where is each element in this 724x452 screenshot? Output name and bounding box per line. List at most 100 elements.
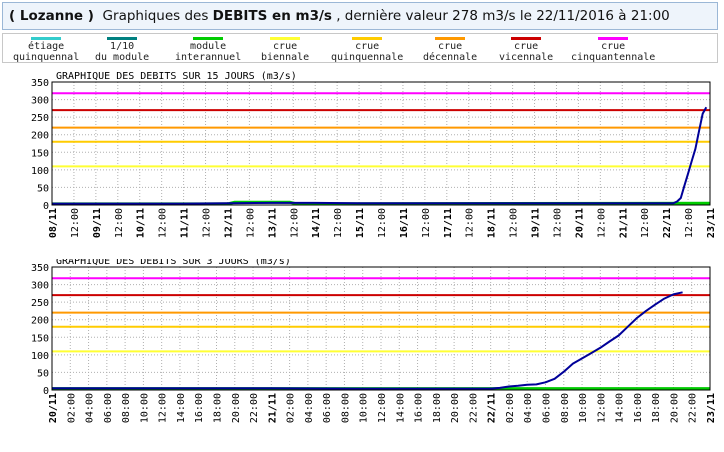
x-tick-label: 12:00 [465, 208, 476, 238]
legend-label: crue [601, 41, 626, 52]
plot-frame [51, 266, 711, 391]
y-tick-label: 0 [43, 386, 49, 397]
x-tick-label: 14:00 [395, 393, 406, 423]
x-tick-label: 12:00 [596, 208, 607, 238]
x-tick-label: 20:00 [669, 393, 680, 423]
legend-label: quinquennal [13, 52, 80, 63]
x-tick-label: 12:00 [421, 208, 432, 238]
chart-15-jours: 0 50 100 150 200 250 300 350 08/11 12:00 09/11 12:0… [31, 71, 717, 238]
x-tick-label: 12:00 [202, 208, 213, 238]
x-tick-label: 12:00 [640, 208, 651, 238]
x-tick-label: 06:00 [322, 393, 333, 423]
page-header: ( Lozanne ) Graphiques des DEBITS en m3/… [2, 2, 718, 30]
x-tick-label: 20/11 [48, 393, 59, 423]
x-tick-label: 19/11 [531, 208, 542, 238]
y-tick-label: 300 [31, 281, 49, 292]
x-tick-label: 21/11 [267, 393, 278, 423]
legend-item: 1/10 du module [95, 37, 149, 63]
legend-label: interannuel [175, 52, 242, 63]
x-tick-label: 10/11 [136, 208, 147, 238]
x-tick-label: 16:00 [194, 393, 205, 423]
x-tick-label: 06:00 [103, 393, 114, 423]
plot-frame [51, 81, 711, 206]
x-tick-label: 18:00 [432, 393, 443, 423]
x-tick-label: 18/11 [487, 208, 498, 238]
x-tick-label: 12/11 [223, 208, 234, 238]
legend-label: crue [273, 41, 298, 52]
legend-swatch [435, 37, 466, 40]
legend-label: décennale [423, 52, 478, 63]
legend-swatch [352, 37, 383, 40]
x-tick-label: 12:00 [245, 208, 256, 238]
x-tick-label: 16:00 [414, 393, 425, 423]
x-tick-label: 22:00 [249, 393, 260, 423]
x-tick-label: 12:00 [289, 208, 300, 238]
legend-item: crue cinquantennale [571, 37, 655, 63]
y-tick-label: 100 [31, 166, 49, 177]
x-tick-label: 12:00 [158, 393, 169, 423]
x-tick-label: 09/11 [92, 208, 103, 238]
y-tick-label: 300 [31, 96, 49, 107]
x-tick-label: 12:00 [158, 208, 169, 238]
x-tick-label: 18:00 [213, 393, 224, 423]
x-tick-label: 22/11 [487, 393, 498, 423]
x-tick-label: 11/11 [180, 208, 191, 238]
legend-label: vicennale [499, 52, 554, 63]
legend-swatch [598, 37, 629, 40]
x-tick-label: 22:00 [468, 393, 479, 423]
x-tick-label: 16/11 [399, 208, 410, 238]
x-tick-label: 20:00 [231, 393, 242, 423]
header-text-post: , dernière valeur 278 m3/s le 22/11/2016… [331, 8, 670, 24]
x-tick-label: 04:00 [85, 393, 96, 423]
x-tick-label: 08:00 [121, 393, 132, 423]
x-tick-label: 21/11 [618, 208, 629, 238]
legend-item: crue vicennale [499, 37, 553, 63]
legend-label: crue [438, 41, 463, 52]
y-tick-label: 250 [31, 298, 49, 309]
x-tick-label: 12:00 [552, 208, 563, 238]
x-tick-label: 08:00 [560, 393, 571, 423]
legend-swatch [193, 37, 224, 40]
x-tick-label: 12:00 [509, 208, 520, 238]
station-name: ( Lozanne ) [9, 8, 94, 24]
x-tick-label: 20/11 [574, 208, 585, 238]
y-tick-label: 250 [31, 113, 49, 124]
x-tick-label: 08:00 [340, 393, 351, 423]
legend-label: biennale [261, 52, 310, 63]
legend-item: crue quinquennale [331, 37, 403, 63]
x-tick-label: 16:00 [633, 393, 644, 423]
x-tick-label: 17/11 [443, 208, 454, 238]
legend-item: étiage quinquennal [13, 37, 79, 63]
x-tick-label: 18:00 [651, 393, 662, 423]
legend-swatch [107, 37, 138, 40]
legend-label: quinquennale [331, 52, 404, 63]
x-tick-label: 14:00 [615, 393, 626, 423]
y-tick-label: 150 [31, 148, 49, 159]
x-tick-label: 12:00 [377, 208, 388, 238]
y-tick-label: 200 [31, 316, 49, 327]
x-tick-label: 22:00 [688, 393, 699, 423]
x-tick-label: 10:00 [139, 393, 150, 423]
legend-item: module interannuel [175, 37, 241, 63]
x-tick-label: 04:00 [523, 393, 534, 423]
header-text-bold: DEBITS en m3/s [212, 8, 332, 24]
y-tick-label: 50 [37, 368, 49, 379]
chart-title: GRAPHIQUE DES DEBITS SUR 15 JOURS (m3/s) [56, 71, 297, 82]
x-tick-label: 06:00 [542, 393, 553, 423]
debit-series-line [52, 106, 708, 205]
legend-label: crue [355, 41, 380, 52]
legend-swatch [270, 37, 301, 40]
y-tick-label: 150 [31, 333, 49, 344]
y-tick-label: 100 [31, 351, 49, 362]
legend-label: crue [514, 41, 539, 52]
x-tick-label: 04:00 [304, 393, 315, 423]
chart-title: GRAPHIQUE DES DEBITS SUR 3 JOURS (m3/s) [56, 259, 291, 267]
y-tick-label: 200 [31, 131, 49, 142]
y-tick-label: 350 [31, 78, 49, 89]
x-tick-label: 12:00 [684, 208, 695, 238]
y-tick-label: 350 [31, 263, 49, 274]
y-tick-label: 50 [37, 183, 49, 194]
x-tick-label: 02:00 [66, 393, 77, 423]
x-tick-label: 10:00 [359, 393, 370, 423]
legend-swatch [511, 37, 542, 40]
